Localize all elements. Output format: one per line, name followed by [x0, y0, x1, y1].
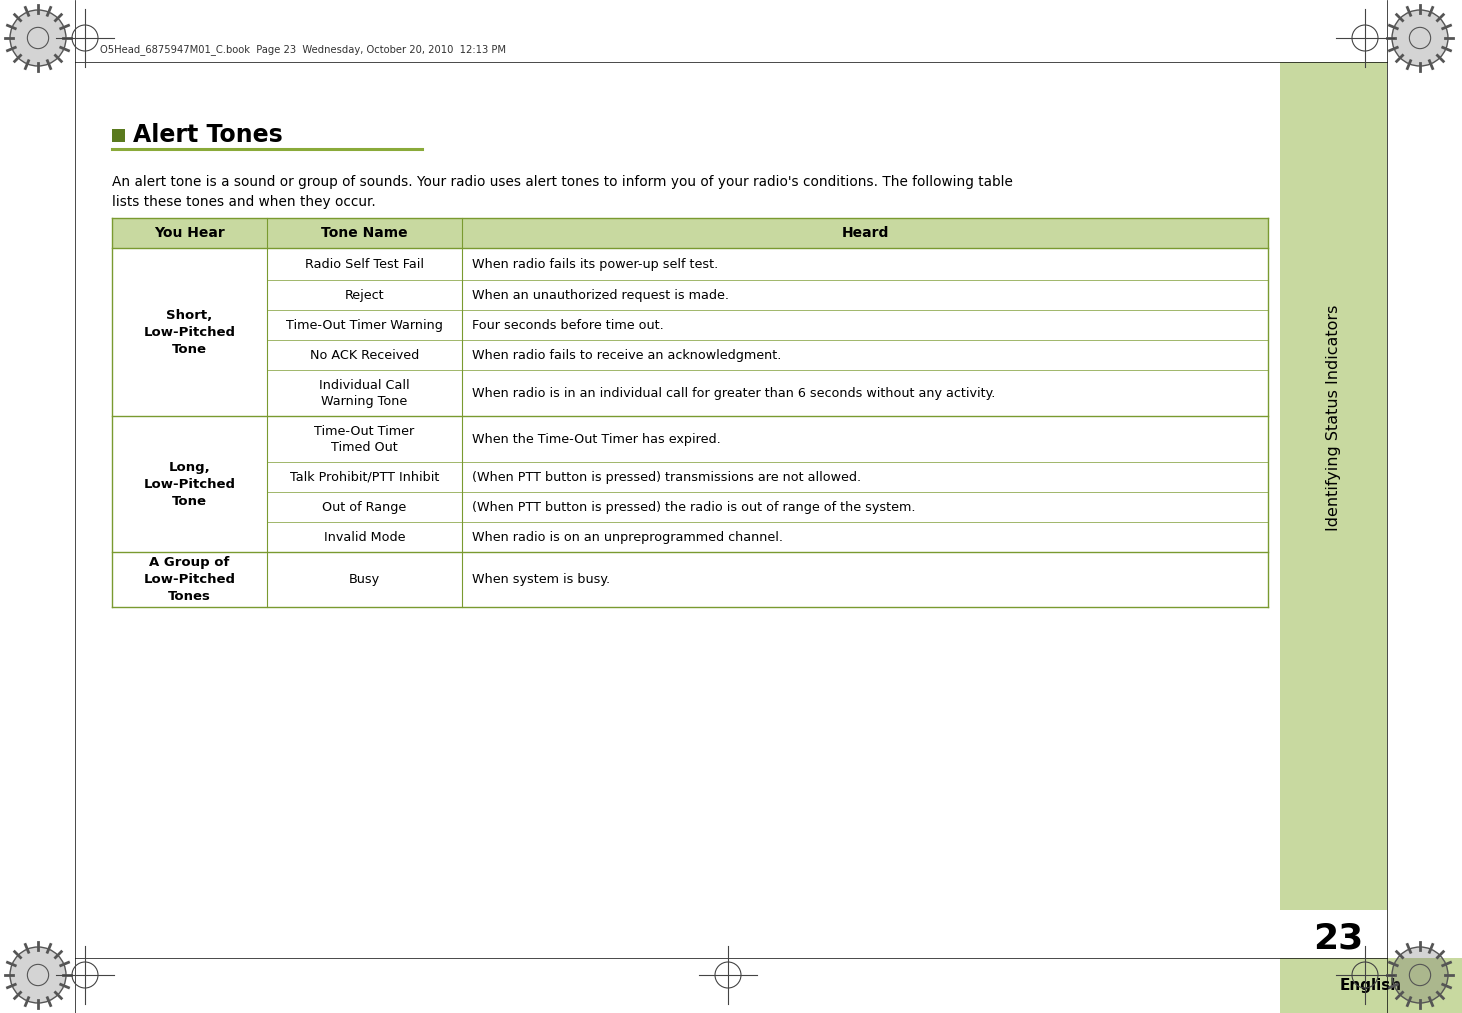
Text: lists these tones and when they occur.: lists these tones and when they occur.: [113, 194, 376, 209]
Text: Talk Prohibit/PTT Inhibit: Talk Prohibit/PTT Inhibit: [289, 470, 439, 483]
Text: Time-Out Timer
Timed Out: Time-Out Timer Timed Out: [314, 424, 415, 454]
Text: When radio fails to receive an acknowledgment.: When radio fails to receive an acknowled…: [472, 348, 781, 362]
Text: 23: 23: [1313, 921, 1364, 955]
Text: Four seconds before time out.: Four seconds before time out.: [472, 318, 664, 331]
Text: Long,
Low-Pitched
Tone: Long, Low-Pitched Tone: [143, 461, 235, 508]
Text: Invalid Mode: Invalid Mode: [323, 531, 405, 544]
Bar: [113, 129, 124, 142]
Bar: [113, 218, 1268, 248]
Bar: [1281, 958, 1462, 1013]
Text: Radio Self Test Fail: Radio Self Test Fail: [306, 257, 424, 270]
Text: Reject: Reject: [345, 289, 385, 302]
Text: Time-Out Timer Warning: Time-Out Timer Warning: [287, 318, 443, 331]
Text: Short,
Low-Pitched
Tone: Short, Low-Pitched Tone: [143, 309, 235, 356]
Text: Out of Range: Out of Range: [323, 500, 406, 514]
Text: English: English: [1341, 978, 1402, 993]
Text: You Hear: You Hear: [154, 226, 225, 240]
Text: When an unauthorized request is made.: When an unauthorized request is made.: [472, 289, 730, 302]
Text: Alert Tones: Alert Tones: [133, 123, 282, 147]
Circle shape: [1392, 10, 1447, 66]
Text: When the Time-Out Timer has expired.: When the Time-Out Timer has expired.: [472, 433, 721, 446]
Text: When radio fails its power-up self test.: When radio fails its power-up self test.: [472, 257, 718, 270]
Text: (When PTT button is pressed) transmissions are not allowed.: (When PTT button is pressed) transmissio…: [472, 470, 861, 483]
Text: Busy: Busy: [349, 573, 380, 586]
Text: An alert tone is a sound or group of sounds. Your radio uses alert tones to info: An alert tone is a sound or group of sou…: [113, 175, 1013, 189]
Text: Individual Call
Warning Tone: Individual Call Warning Tone: [319, 379, 409, 407]
Text: Identifying Status Indicators: Identifying Status Indicators: [1326, 305, 1341, 532]
Text: O5Head_6875947M01_C.book  Page 23  Wednesday, October 20, 2010  12:13 PM: O5Head_6875947M01_C.book Page 23 Wednesd…: [99, 45, 506, 56]
Text: (When PTT button is pressed) the radio is out of range of the system.: (When PTT button is pressed) the radio i…: [472, 500, 915, 514]
Circle shape: [10, 10, 66, 66]
Bar: [1281, 62, 1387, 910]
Text: When system is busy.: When system is busy.: [472, 573, 610, 586]
Text: Tone Name: Tone Name: [322, 226, 408, 240]
Text: A Group of
Low-Pitched
Tones: A Group of Low-Pitched Tones: [143, 556, 235, 603]
Text: Heard: Heard: [841, 226, 889, 240]
Circle shape: [1392, 947, 1447, 1003]
Circle shape: [10, 947, 66, 1003]
Text: When radio is on an unpreprogrammed channel.: When radio is on an unpreprogrammed chan…: [472, 531, 784, 544]
Text: When radio is in an individual call for greater than 6 seconds without any activ: When radio is in an individual call for …: [472, 387, 996, 399]
Text: No ACK Received: No ACK Received: [310, 348, 420, 362]
